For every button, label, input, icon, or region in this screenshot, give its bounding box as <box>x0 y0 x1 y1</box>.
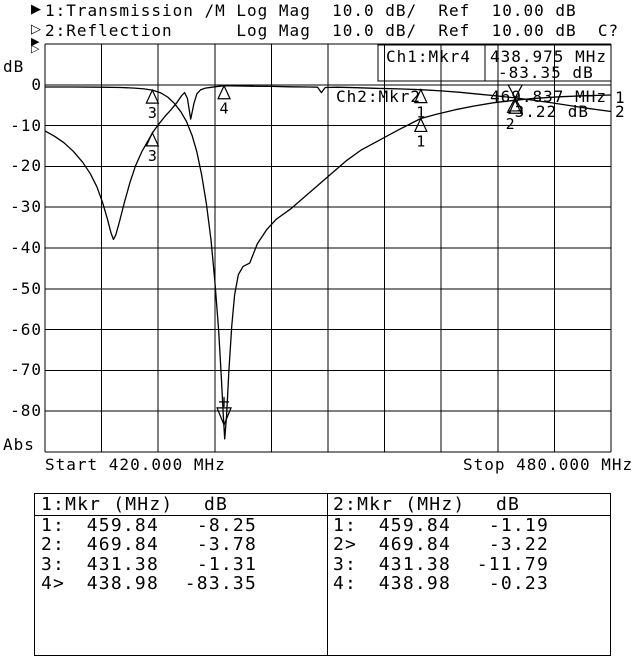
y-tick-label: -80 <box>10 401 42 421</box>
y-tick-label: -50 <box>10 278 42 298</box>
marker-table-right-header-db: dB <box>496 494 521 515</box>
marker-4-transmission-plus-icon <box>219 396 230 407</box>
marker-row-frequency: 438.98 <box>86 573 159 595</box>
marker-row-frequency: 459.84 <box>378 515 451 536</box>
x-axis-start-label: Start 420.000 MHz <box>45 455 226 474</box>
marker-1-transmission-label: 1 <box>416 132 425 150</box>
marker-row-db: -1.31 <box>196 553 257 575</box>
marker-row-db: -8.25 <box>196 515 257 536</box>
marker-row-frequency: 438.98 <box>378 573 451 595</box>
ref-level-marker-ch1-icon: ▶ <box>31 35 40 48</box>
marker-table-divider <box>327 494 328 655</box>
marker-table-left-header-db: dB <box>204 494 229 515</box>
marker-row-frequency: 431.38 <box>86 553 159 575</box>
marker-4-reflection-label: 4 <box>220 100 229 118</box>
ch1-marker-readout-db: -83.35 dB <box>498 63 594 82</box>
ch1-marker-readout-label: Ch1:Mkr4 <box>386 47 472 66</box>
y-tick-label: -30 <box>10 197 42 217</box>
marker-4-transmission-icon <box>216 407 232 427</box>
y-tick-label: -70 <box>10 360 42 380</box>
marker-row-frequency: 459.84 <box>86 515 159 536</box>
y-axis-unit-label: dB <box>3 57 25 76</box>
x-axis-stop-label: Stop 480.000 MHz <box>463 455 634 474</box>
marker-row-id: 2: <box>41 534 66 556</box>
marker-table-header-separator <box>35 515 610 516</box>
marker-row-db: -83.35 <box>184 573 257 595</box>
y-tick-label: 0 <box>31 74 42 94</box>
trace1-edge-label: 1 <box>615 88 626 107</box>
y-tick-label: -10 <box>10 115 42 135</box>
trace-transmission <box>45 86 612 440</box>
channel2-inactive-icon: ▷ <box>31 22 41 37</box>
y-tick-label: -60 <box>10 319 42 339</box>
marker-3-reflection-label: 3 <box>148 147 157 165</box>
marker-row-frequency: 469.84 <box>86 534 159 556</box>
marker-row-frequency: 431.38 <box>378 553 451 575</box>
marker-1-transmission-icon <box>413 117 428 133</box>
ch2-marker-readout-label: Ch2:Mkr2 <box>336 87 422 106</box>
marker-row-id: 3: <box>333 553 358 575</box>
marker-row-db: -3.22 <box>488 534 549 556</box>
marker-row-id: 1: <box>41 515 66 536</box>
ref-level-marker-ch2-icon: ▷ <box>31 42 40 55</box>
marker-row-id: 1: <box>333 515 358 536</box>
marker-table-right-header: 2:Mkr (MHz) <box>333 494 466 515</box>
y-tick-label: -40 <box>10 238 42 257</box>
marker-table-left-header: 1:Mkr (MHz) <box>41 494 174 515</box>
y-tick-label: -20 <box>10 156 42 176</box>
marker-row-db: -11.79 <box>476 553 549 575</box>
marker-3-transmission-icon <box>145 88 160 104</box>
marker-row-frequency: 469.84 <box>378 534 451 556</box>
marker-1-reflection-label: 1 <box>416 104 425 122</box>
ch2-marker-readout-db: -3.22 dB <box>504 102 590 121</box>
marker-3-transmission-label: 3 <box>148 104 157 122</box>
marker-table: 1:Mkr (MHz) dB 2:Mkr (MHz) dB 1: 459.84 -8… <box>34 493 611 656</box>
marker-row-id: 4: <box>333 573 358 595</box>
marker-4-reflection-icon <box>217 84 231 100</box>
marker-row-id: 4> <box>41 573 66 595</box>
trace2-edge-label: 2 <box>615 102 626 121</box>
marker-row-db: -0.23 <box>488 573 549 595</box>
channel1-header: 1:Transmission /M Log Mag 10.0 dB/ Ref 1… <box>45 1 577 20</box>
marker-row-db: -3.78 <box>196 534 257 556</box>
marker-3-reflection-icon <box>145 131 160 147</box>
y-axis-format-label: Abs <box>3 435 35 454</box>
channel1-active-icon: ▶ <box>31 2 41 17</box>
marker-row-id: 2> <box>333 534 358 556</box>
marker-row-db: -1.19 <box>488 515 549 536</box>
channel2-header: 2:Reflection Log Mag 10.0 dB/ Ref 10.00 … <box>45 21 620 40</box>
marker-row-id: 3: <box>41 553 66 575</box>
